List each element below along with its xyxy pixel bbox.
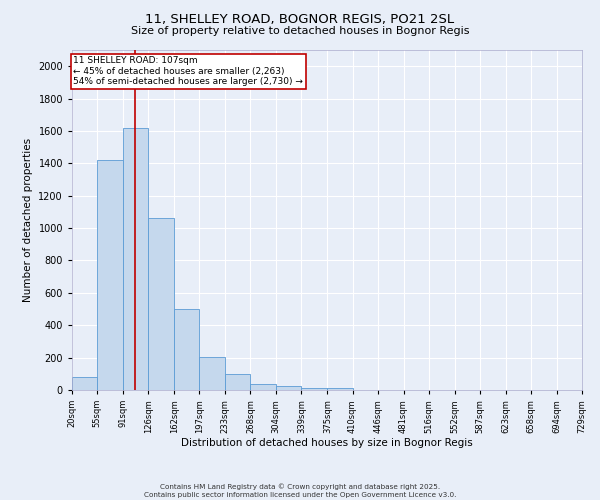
Text: 11 SHELLEY ROAD: 107sqm
← 45% of detached houses are smaller (2,263)
54% of semi: 11 SHELLEY ROAD: 107sqm ← 45% of detache…: [73, 56, 304, 86]
Text: Contains HM Land Registry data © Crown copyright and database right 2025.
Contai: Contains HM Land Registry data © Crown c…: [144, 484, 456, 498]
Bar: [328, 388, 353, 390]
Bar: [199, 357, 225, 390]
X-axis label: Distribution of detached houses by size in Bognor Regis: Distribution of detached houses by size …: [181, 438, 473, 448]
Bar: [174, 309, 199, 390]
Bar: [148, 218, 174, 390]
Bar: [225, 374, 250, 390]
Bar: [72, 377, 97, 390]
Bar: [250, 384, 276, 390]
Bar: [97, 160, 123, 390]
Y-axis label: Number of detached properties: Number of detached properties: [23, 138, 33, 302]
Bar: [123, 128, 148, 390]
Bar: [276, 386, 301, 390]
Bar: [301, 388, 328, 390]
Text: Size of property relative to detached houses in Bognor Regis: Size of property relative to detached ho…: [131, 26, 469, 36]
Text: 11, SHELLEY ROAD, BOGNOR REGIS, PO21 2SL: 11, SHELLEY ROAD, BOGNOR REGIS, PO21 2SL: [145, 12, 455, 26]
